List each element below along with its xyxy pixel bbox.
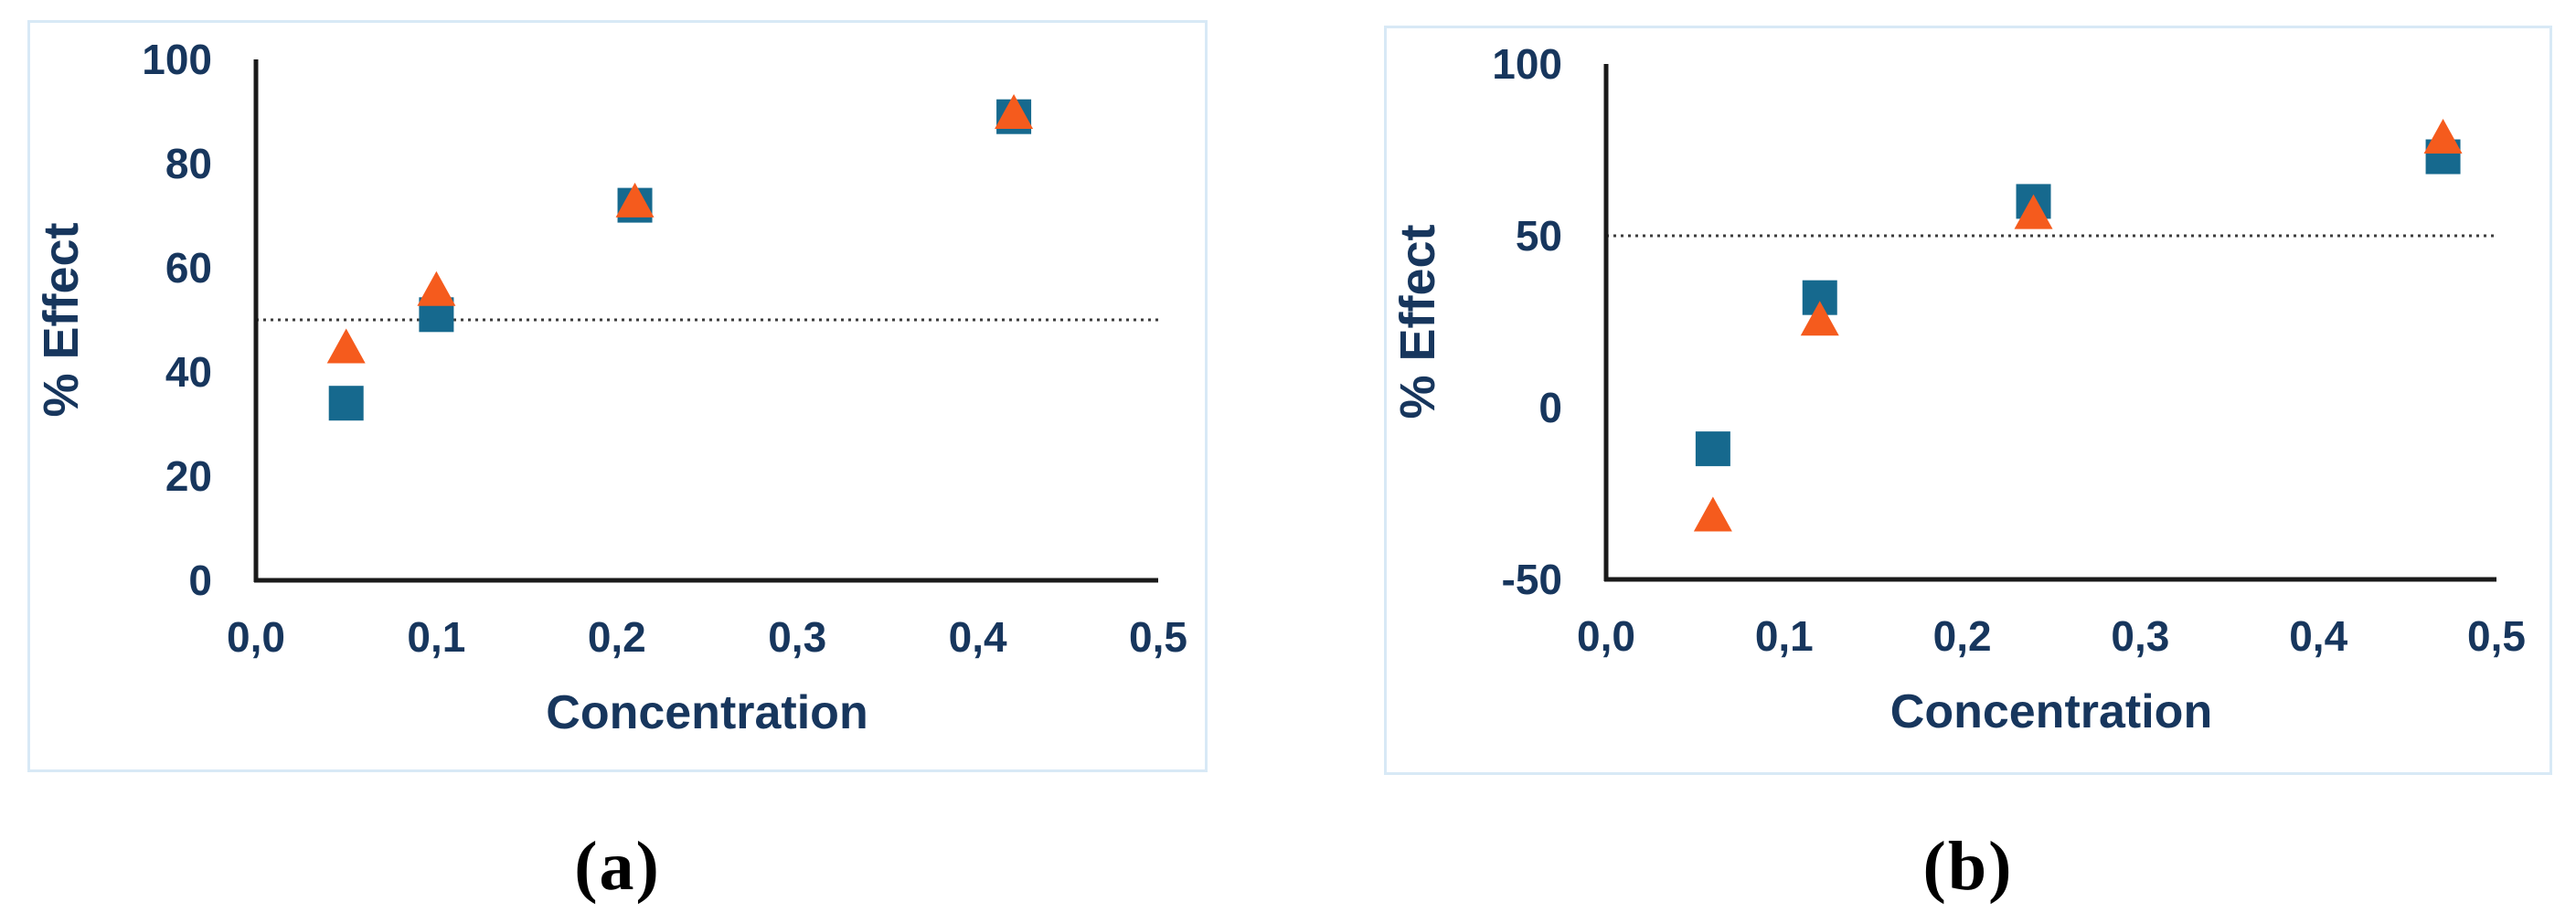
caption-b: (b) bbox=[1922, 828, 2014, 905]
x-tick-label-a: 0,0 bbox=[227, 613, 285, 661]
y-tick-label-b: 0 bbox=[1538, 384, 1562, 431]
data-point-triangle-a bbox=[615, 182, 655, 217]
chart-panel-a: 0 20 40 60 80 100 0,0 0,1 0,2 0,3 0,4 0,5 Concentrat… bbox=[27, 20, 1208, 772]
data-point-triangle-b bbox=[2423, 118, 2463, 154]
y-tick-label-a: 100 bbox=[142, 36, 212, 83]
x-tick-label-a: 0,3 bbox=[768, 613, 826, 661]
x-tick-label-b: 0,1 bbox=[1755, 612, 1814, 660]
x-tick-label-b: 0,3 bbox=[2111, 612, 2169, 660]
caption-a: (a) bbox=[574, 828, 661, 905]
data-point-square-b bbox=[1695, 431, 1730, 467]
x-tick-label-b: 0,4 bbox=[2289, 612, 2347, 660]
y-tick-label-b: -50 bbox=[1502, 556, 1562, 603]
data-point-square-a bbox=[328, 386, 364, 421]
x-tick-label-a: 0,4 bbox=[949, 613, 1007, 661]
data-point-triangle-b bbox=[2014, 194, 2053, 229]
x-tick-label-b: 0,5 bbox=[2467, 612, 2526, 660]
x-tick-label-a: 0,5 bbox=[1129, 613, 1187, 661]
data-point-triangle-a bbox=[995, 94, 1034, 129]
y-tick-label-a: 0 bbox=[188, 557, 212, 604]
chart-panel-b: -50 0 50 100 0,0 0,1 0,2 0,3 0,4 0,5 Concentration… bbox=[1384, 26, 2552, 775]
y-tick-label-a: 60 bbox=[165, 244, 212, 292]
y-axis-title-a: % Effect bbox=[34, 222, 89, 417]
y-tick-label-b: 50 bbox=[1516, 212, 1562, 260]
y-tick-label-a: 20 bbox=[165, 452, 212, 500]
x-tick-label-b: 0,0 bbox=[1577, 612, 1635, 660]
y-tick-label-a: 40 bbox=[165, 348, 212, 396]
x-tick-label-b: 0,2 bbox=[1933, 612, 1992, 660]
data-point-triangle-b bbox=[1693, 496, 1732, 532]
scatter-chart-a: 0 20 40 60 80 100 0,0 0,1 0,2 0,3 0,4 0,5 Concentrat… bbox=[34, 36, 1187, 739]
x-axis-title-b: Concentration bbox=[1890, 685, 2212, 738]
x-tick-label-a: 0,2 bbox=[588, 613, 646, 661]
x-tick-label-a: 0,1 bbox=[407, 613, 465, 661]
data-point-triangle-a bbox=[417, 271, 456, 306]
y-tick-label-a: 80 bbox=[165, 140, 212, 187]
data-point-triangle-a bbox=[326, 328, 366, 364]
y-tick-label-b: 100 bbox=[1492, 40, 1562, 88]
y-axis-title-b: % Effect bbox=[1390, 224, 1445, 419]
x-axis-title-a: Concentration bbox=[546, 686, 868, 739]
scatter-chart-b: -50 0 50 100 0,0 0,1 0,2 0,3 0,4 0,5 Concentration… bbox=[1390, 40, 2526, 738]
data-point-triangle-b bbox=[1800, 301, 1839, 336]
